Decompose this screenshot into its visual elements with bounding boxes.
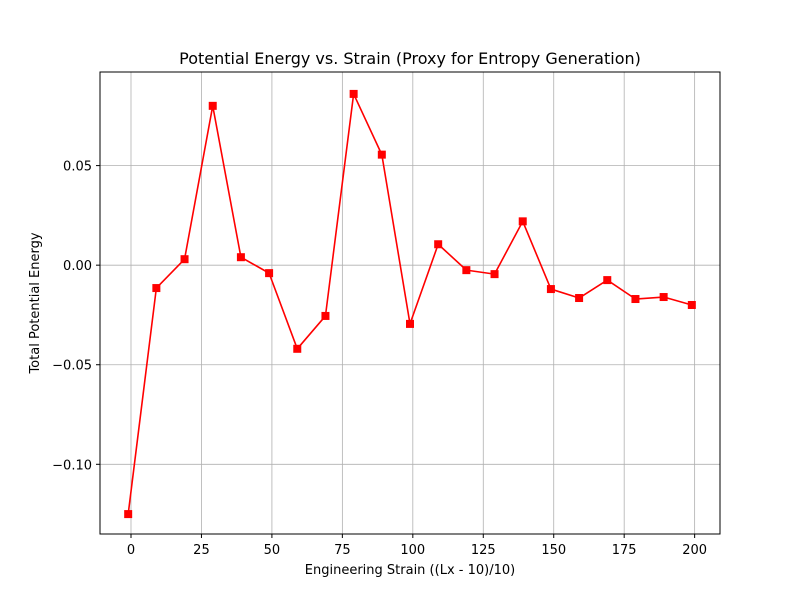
data-point-marker [236, 253, 245, 262]
data-point-marker [377, 150, 386, 159]
ticks: 0 25 50 75 100 125 150 175 200 −0.10 −0.05 0.00 0.05 [52, 160, 707, 558]
x-tick-label: 200 [682, 543, 707, 558]
grid [100, 72, 720, 534]
y-axis-label: Total Potential Energy [28, 232, 43, 374]
x-tick-label: 0 [127, 543, 135, 558]
data-point-marker [406, 319, 414, 328]
data-point-marker [490, 270, 499, 279]
x-tick-label: 175 [612, 543, 637, 558]
data-point-marker [124, 510, 133, 519]
data-point-marker [152, 284, 161, 293]
data-point-marker [575, 294, 584, 303]
data-point-marker [321, 311, 330, 320]
y-tick-label: −0.05 [52, 359, 92, 374]
y-tick-label: −0.10 [52, 458, 92, 473]
data-point-marker [265, 269, 274, 278]
data-point-marker [462, 266, 471, 275]
data-point-marker [631, 295, 640, 304]
data-point-marker [518, 217, 527, 226]
data-point-marker [687, 300, 696, 309]
x-tick-label: 125 [471, 543, 496, 558]
x-tick-label: 75 [334, 543, 351, 558]
plot-area-background [100, 72, 720, 534]
x-axis-label: Engineering Strain ((Lx - 10)/10) [305, 563, 515, 578]
y-tick-label: 0.05 [63, 160, 92, 175]
data-point-marker [180, 255, 189, 264]
x-tick-label: 25 [193, 543, 210, 558]
data-point-marker [659, 293, 668, 302]
data-point-marker [208, 101, 217, 110]
plot-area-frame [99, 71, 721, 535]
data-point-marker [349, 89, 358, 98]
x-tick-label: 100 [400, 543, 425, 558]
chart-title: Potential Energy vs. Strain (Proxy for E… [179, 49, 641, 68]
data-point-marker [603, 276, 612, 285]
x-tick-label: 150 [541, 543, 566, 558]
data-point-marker [546, 285, 555, 294]
data-point-marker [434, 240, 443, 249]
series-layer [124, 89, 696, 519]
data-point-marker [293, 344, 302, 353]
y-tick-label: 0.00 [63, 259, 92, 274]
x-tick-label: 50 [264, 543, 281, 558]
